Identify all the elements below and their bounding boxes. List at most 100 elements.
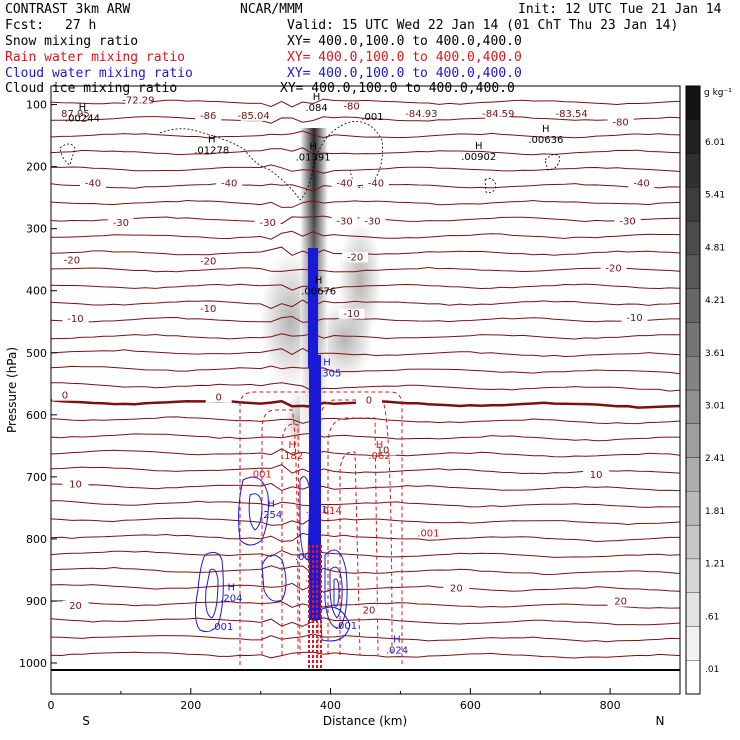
cloud-ice-contour <box>544 154 561 171</box>
temperature-label-bg <box>485 109 512 120</box>
temperature-label: -83.54 <box>556 109 588 120</box>
colorbar-level-label: 3.61 <box>705 349 725 359</box>
temperature-label: -72.29 <box>122 95 154 106</box>
temperature-label-bg <box>607 117 634 128</box>
temperature-isoline <box>51 333 680 340</box>
field-rain-name: Rain water mixing ratio <box>5 50 186 65</box>
extremum-value: .01278 <box>194 146 229 157</box>
temperature-label: -20 <box>347 252 363 263</box>
rain-contour <box>239 391 403 665</box>
temperature-isoline <box>51 266 680 273</box>
temperature-label-bg <box>240 110 267 121</box>
y-tick-label: 900 <box>26 595 47 608</box>
extremum-value: .001 <box>250 469 272 480</box>
colorbar-swatch <box>685 558 701 593</box>
extremum-value: .00 <box>305 574 321 585</box>
colorbar-unit: g kg⁻¹ <box>704 88 732 98</box>
extremum-mark: H <box>313 92 321 103</box>
temperature-label-bg <box>355 395 382 406</box>
colorbar-swatch <box>685 457 701 492</box>
y-tick-label: 500 <box>26 347 47 360</box>
temperature-label-bg <box>408 109 435 120</box>
temperature-label: -20 <box>200 257 216 268</box>
extremum-mark: H <box>315 275 323 286</box>
plot-frame <box>50 85 681 695</box>
temperature-label-bg <box>195 256 222 267</box>
y-axis-label: Pressure (hPa) <box>5 347 19 433</box>
temperature-label: -20 <box>64 255 80 266</box>
rain-contour <box>317 399 393 656</box>
temperature-isoline <box>51 164 680 174</box>
colorbar-swatch <box>685 626 701 661</box>
temperature-label-bg <box>205 392 232 403</box>
temperature-label: -86 <box>200 111 216 122</box>
field-rain-xy: XY= 400.0,100.0 to 400.0,400.0 <box>287 50 522 65</box>
y-tick-label: 600 <box>26 409 47 422</box>
temperature-isoline <box>51 130 680 139</box>
cloud-water-contour <box>205 568 219 619</box>
colorbar-swatch <box>685 660 701 695</box>
temperature-label-bg <box>621 313 648 324</box>
field-cloudice-xy: XY= 400.0,100.0 to 400.0,400.0 <box>280 81 515 96</box>
rain-water-core <box>308 545 322 668</box>
colorbar-swatch <box>685 153 701 188</box>
temperature-label-bg <box>107 218 134 229</box>
temperature-label-bg <box>331 178 358 189</box>
temperature-label-bg <box>216 178 243 189</box>
y-axis: 100 200 300 400 500 600 700 800 900 1000 <box>19 99 57 670</box>
temperature-isoline <box>51 516 680 526</box>
forecast-label: Fcst: <box>5 18 45 33</box>
x-end-left-label: S <box>82 714 90 728</box>
temperature-label: 20 <box>363 605 376 616</box>
init-time: Init: 12 UTC Tue 21 Jan 14 <box>518 2 722 17</box>
y-tick-label: 400 <box>26 285 47 298</box>
rain-contour <box>261 409 299 656</box>
cloud-water-core <box>308 248 318 368</box>
temperature-label: -40 <box>85 179 101 190</box>
temperature-label: -80 <box>612 118 628 129</box>
temperature-label-bg <box>195 303 222 314</box>
extremum-value: .062 <box>368 451 390 462</box>
temperature-label: -30 <box>259 218 275 229</box>
temperature-label-bg <box>338 308 365 319</box>
temperature-label-bg <box>600 263 627 274</box>
y-tick-label: 100 <box>26 99 47 112</box>
temperature-label: -85.04 <box>238 111 270 122</box>
temperature-isoline <box>51 549 680 558</box>
colorbar-swatch <box>685 322 701 357</box>
extremum-value: .182 <box>281 451 303 462</box>
extremum-mark: H <box>309 141 317 152</box>
temperature-label: -84.59 <box>482 109 514 120</box>
temperature-label-bg <box>607 596 634 607</box>
temperature-label: -80 <box>343 102 359 113</box>
y-tick-label: 1000 <box>19 657 47 670</box>
colorbar-level-label: 3.01 <box>705 402 725 412</box>
temperature-isoline <box>51 448 680 458</box>
colorbar: .01 .61 1.21 1.81 2.41 3.01 3.61 4.21 4.81 5.41 6.… <box>685 85 725 695</box>
temperature-isoline <box>51 500 680 508</box>
extremum-mark: H <box>288 440 296 451</box>
extremum-value: .001 <box>305 505 327 516</box>
temperature-label-bg <box>254 218 281 229</box>
temperature-label-bg <box>331 216 358 227</box>
cloud-water-core <box>309 355 321 620</box>
colorbar-swatch <box>685 423 701 458</box>
temperature-label: 0 <box>62 391 68 402</box>
extremum-value: .014 <box>319 506 341 517</box>
colorbar-level-label: 1.21 <box>705 560 725 570</box>
temperature-label: -10 <box>200 304 216 315</box>
temperature-isoline <box>51 464 680 475</box>
rain-contour <box>339 451 361 656</box>
extremum-mark: H <box>376 440 384 451</box>
rain-contour <box>327 417 379 656</box>
temperature-label: 10 <box>377 445 390 456</box>
y-tick-label: 700 <box>26 471 47 484</box>
extremum-mark: H <box>323 357 331 368</box>
extremum-value: .00676 <box>301 286 336 297</box>
temperature-label: -30 <box>336 216 352 227</box>
y-tick-label: 200 <box>26 161 47 174</box>
extremum-mark: H <box>475 141 483 152</box>
temperature-label-bg <box>362 178 389 189</box>
extremum-value: .01391 <box>296 152 331 163</box>
temperature-label-bg <box>62 313 89 324</box>
